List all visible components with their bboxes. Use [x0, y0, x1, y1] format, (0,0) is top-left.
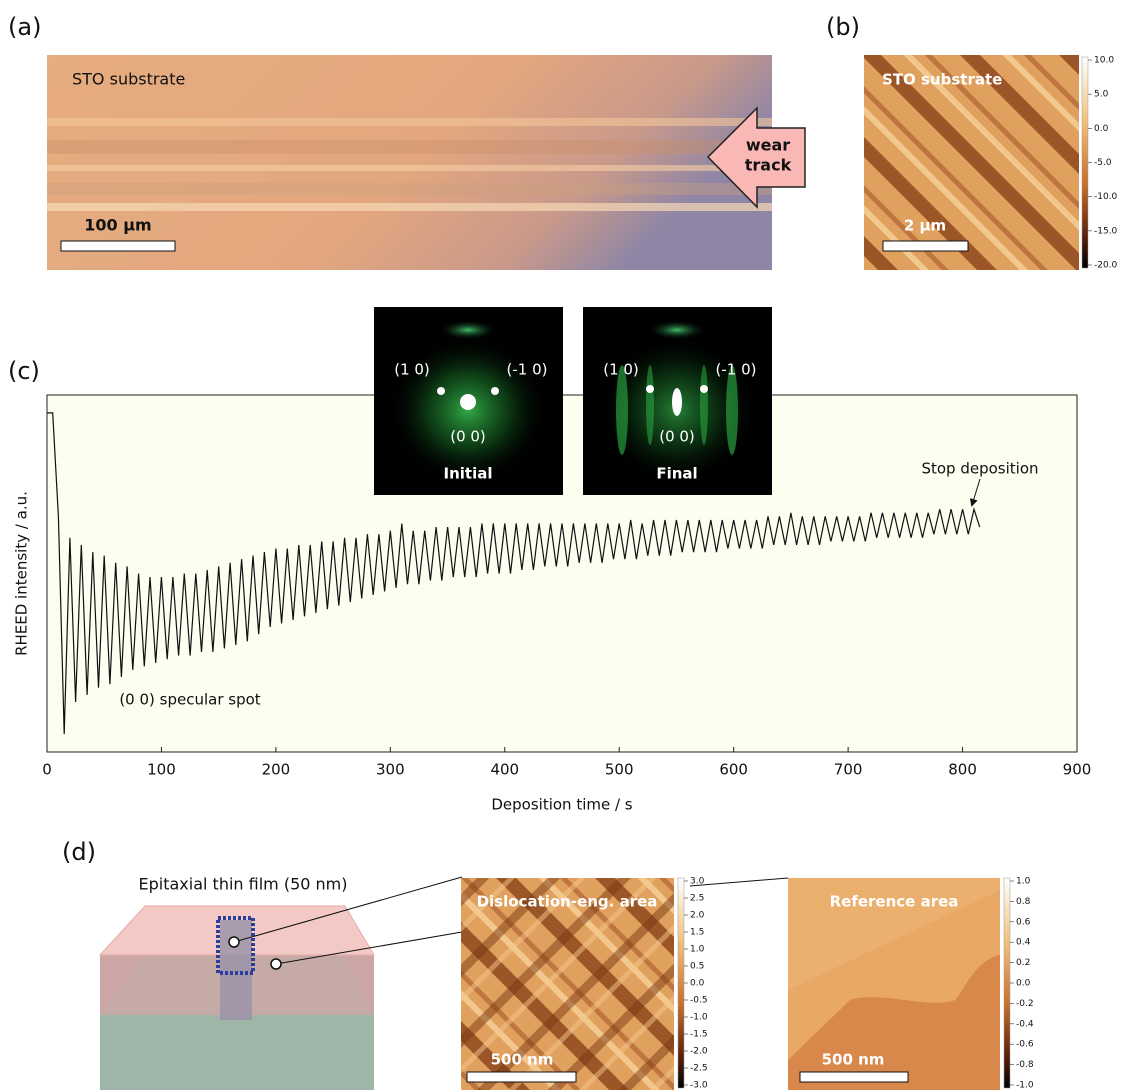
colorbar-label: -0.6: [1016, 1040, 1034, 1050]
scale-bar: [467, 1072, 576, 1082]
scale-bar: [883, 241, 968, 251]
colorbar: 1.0 0.8 0.6 0.4 0.2 0.0 -0.2 -0.4 -0.6 -0.8 -1.0: [1004, 877, 1034, 1090]
image-caption: Reference area: [830, 893, 959, 911]
colorbar-label: 3.0: [690, 877, 705, 887]
colorbar-label: -20.0: [1094, 261, 1118, 271]
scale-label: 2 µm: [904, 217, 946, 235]
panel-label: (d): [62, 838, 96, 866]
x-tick-label: 400: [490, 761, 519, 779]
spot-label: (-1 0): [716, 361, 757, 379]
x-tick-label: 0: [42, 761, 52, 779]
colorbar-label: 0.5: [690, 962, 704, 972]
x-tick-label: 800: [948, 761, 977, 779]
colorbar-label: 0.0: [690, 979, 705, 989]
colorbar-label: 0.6: [1016, 917, 1031, 927]
colorbar-label: -15.0: [1094, 226, 1118, 236]
colorbar-label: 0.0: [1094, 124, 1109, 134]
colorbar-label: -10.0: [1094, 192, 1118, 202]
scale-bar: [61, 241, 175, 251]
colorbar-label: -5.0: [1094, 158, 1112, 168]
colorbar-label: -1.5: [690, 1030, 708, 1040]
colorbar-label: 1.0: [1016, 877, 1031, 887]
x-tick-label: 600: [719, 761, 748, 779]
image-caption: STO substrate: [72, 70, 185, 89]
colorbar-label: 2.5: [690, 894, 704, 904]
colorbar-label: -0.5: [690, 996, 708, 1006]
arrow-label: wear: [746, 136, 790, 155]
colorbar-label: -0.8: [1016, 1060, 1034, 1070]
image-caption: Dislocation-eng. area: [477, 893, 658, 911]
schematic: [100, 877, 788, 1090]
colorbar-label: 0.2: [1016, 958, 1030, 968]
scale-label: 500 nm: [491, 1051, 554, 1069]
colorbar-label: 2.0: [690, 911, 705, 921]
panel-label: (a): [8, 13, 41, 41]
inset-caption: Final: [656, 465, 697, 483]
colorbar-label: 5.0: [1094, 90, 1109, 100]
annotation: Stop deposition: [921, 460, 1038, 478]
colorbar-label: 1.0: [690, 945, 705, 955]
colorbar-label: 0.0: [1016, 979, 1031, 989]
spot-label: (0 0): [659, 428, 695, 446]
scale-bar: [800, 1072, 908, 1082]
spot-label: (0 0): [450, 428, 486, 446]
colorbar-label: 0.4: [1016, 938, 1031, 948]
panel-label: (c): [8, 357, 40, 385]
colorbar-gradient: [678, 878, 684, 1088]
x-tick-label: 300: [376, 761, 405, 779]
schematic-caption: Epitaxial thin film (50 nm): [139, 875, 348, 894]
arrow-label: track: [745, 156, 792, 175]
colorbar-label: -2.5: [690, 1064, 708, 1074]
x-tick-label: 100: [147, 761, 176, 779]
colorbar-gradient: [1004, 878, 1010, 1088]
spot-label: (-1 0): [507, 361, 548, 379]
scale-label: 500 nm: [822, 1051, 885, 1069]
colorbar: 3.0 2.5 2.0 1.5 1.0 0.5 0.0 -0.5 -1.0 -1.5 -2.0 -2.…: [678, 877, 708, 1090]
y-axis-label: RHEED intensity / a.u.: [13, 491, 31, 656]
inset-caption: Initial: [444, 465, 493, 483]
x-tick-label: 200: [262, 761, 291, 779]
colorbar-label: -1.0: [690, 1013, 708, 1023]
figure: (a) STO substrate wear track 100 µm (b) …: [0, 0, 1123, 1090]
image-caption: STO substrate: [882, 71, 1002, 89]
panel-label: (b): [826, 13, 860, 41]
spot-label: (1 0): [394, 361, 430, 379]
colorbar-label: -0.4: [1016, 1019, 1034, 1029]
colorbar-label: -2.0: [690, 1047, 708, 1057]
colorbar-label: 0.8: [1016, 897, 1031, 907]
colorbar-gradient: [1082, 57, 1088, 268]
colorbar-label: 1.5: [690, 928, 704, 938]
scale-label: 100 µm: [84, 216, 151, 235]
x-axis-label: Deposition time / s: [491, 796, 632, 814]
spot-label: (1 0): [603, 361, 639, 379]
x-tick-label: 900: [1063, 761, 1092, 779]
annotation: (0 0) specular spot: [119, 691, 260, 709]
colorbar: 10.0 5.0 0.0 -5.0 -10.0 -15.0 -20.0: [1082, 56, 1118, 271]
colorbar-label: -3.0: [690, 1081, 708, 1090]
colorbar-label: 10.0: [1094, 56, 1114, 66]
x-tick-label: 500: [605, 761, 634, 779]
x-tick-label: 700: [834, 761, 863, 779]
colorbar-label: -1.0: [1016, 1081, 1034, 1090]
colorbar-label: -0.2: [1016, 999, 1034, 1009]
